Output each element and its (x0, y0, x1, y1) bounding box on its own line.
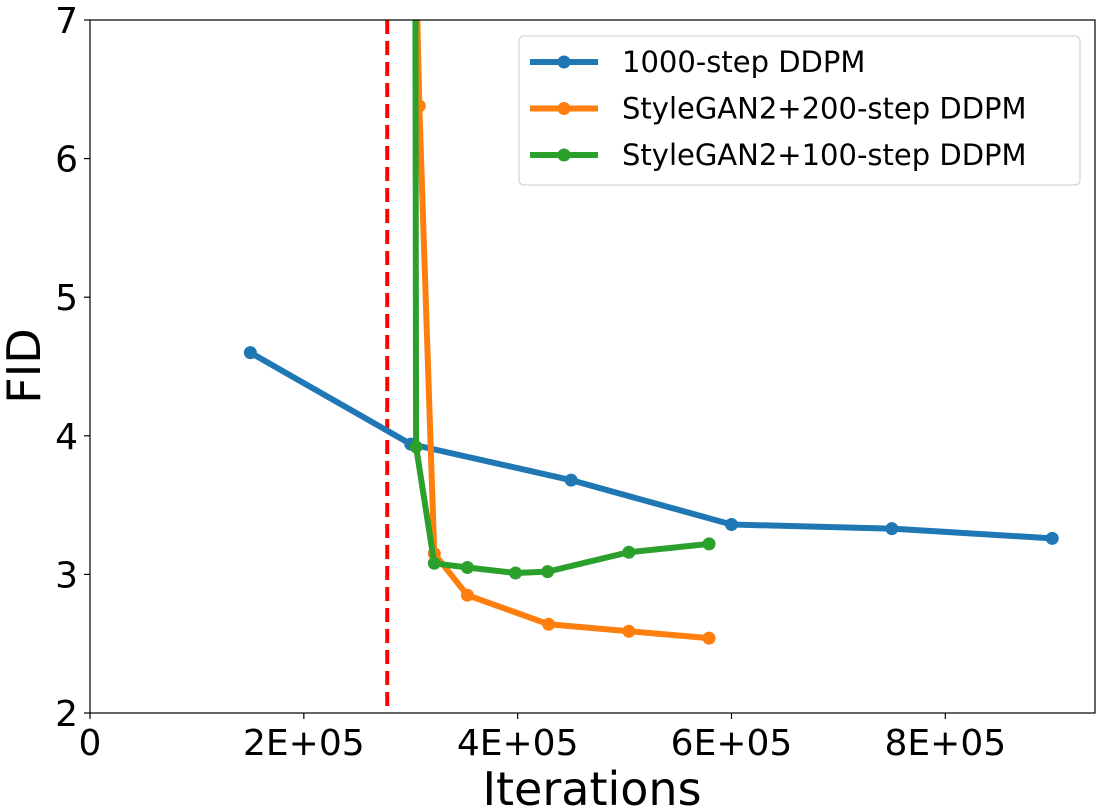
data-point (564, 473, 578, 487)
x-tick-label: 8E+05 (885, 723, 1007, 764)
legend-marker (557, 102, 571, 115)
x-tick-label: 0 (79, 723, 102, 764)
data-point (622, 624, 636, 638)
y-tick-label: 5 (55, 278, 78, 319)
y-tick-label: 2 (55, 694, 78, 735)
data-point (509, 566, 523, 580)
y-axis-label: FID (0, 328, 51, 403)
legend-label: 1000-step DDPM (622, 45, 865, 79)
series-line (248, 350, 1053, 542)
axes-frame (89, 19, 1096, 714)
y-tick-label: 4 (55, 417, 78, 458)
data-point (243, 346, 257, 360)
series-line (412, 20, 710, 577)
y-tick-label: 3 (55, 555, 78, 596)
x-tick-label: 2E+05 (243, 723, 365, 764)
data-point (724, 518, 738, 532)
x-tick-label: 6E+05 (671, 723, 793, 764)
legend: 1000-step DDPM StyleGAN2+200-step DDPM Sty… (518, 35, 1081, 186)
y-tick-label: 7 (55, 1, 78, 42)
plot-area (243, 20, 1059, 713)
data-point (702, 631, 716, 645)
legend-box (518, 35, 1081, 186)
data-point (460, 560, 474, 574)
data-point (885, 522, 899, 536)
legend-marker (557, 55, 571, 69)
data-point (1045, 531, 1059, 545)
data-point (622, 545, 636, 559)
y-tick-label: 6 (55, 140, 78, 181)
data-point (702, 537, 716, 551)
data-point (409, 440, 423, 454)
data-point (427, 556, 441, 570)
legend-label: StyleGAN2+200-step DDPM (622, 92, 1027, 126)
x-axis-label: Iterations (482, 762, 701, 812)
data-point (541, 565, 555, 579)
x-tick-label: 4E+05 (457, 723, 579, 764)
data-point (542, 617, 556, 631)
legend-label: StyleGAN2+100-step DDPM (622, 138, 1027, 172)
data-point (460, 588, 474, 602)
legend-marker (557, 148, 571, 162)
